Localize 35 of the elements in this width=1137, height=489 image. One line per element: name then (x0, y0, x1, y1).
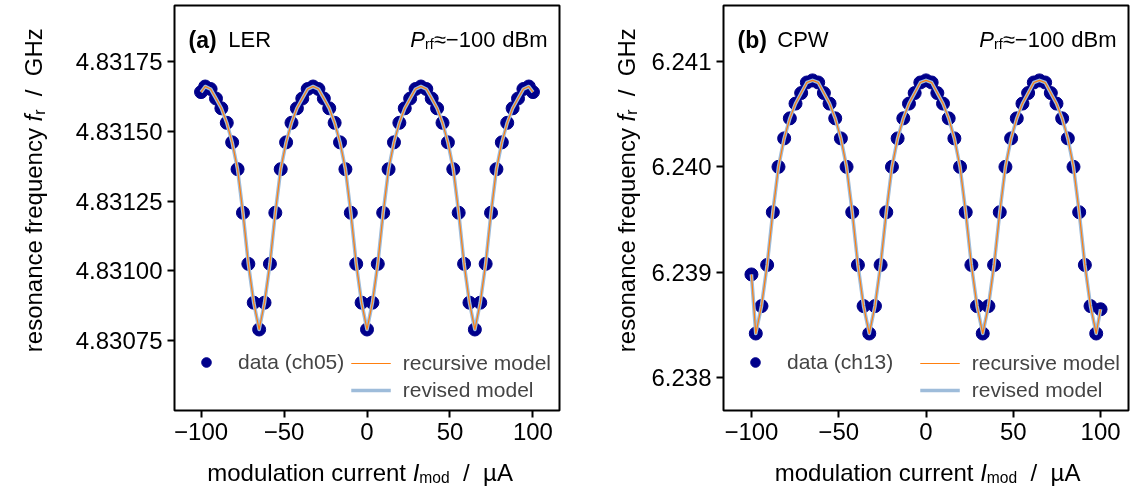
legend-label: data (ch05) (238, 350, 345, 374)
y-tick-label: 4.83150 (75, 117, 163, 145)
annotation: (a) (188, 26, 217, 53)
legend-label: revised model (971, 378, 1103, 402)
annotation: CPW (777, 27, 829, 52)
x-tick-label: −100 (724, 417, 779, 445)
x-tick-label: −100 (174, 417, 229, 445)
y-tick-label: 6.238 (651, 364, 712, 392)
legend-label: data (ch13) (787, 350, 894, 374)
annotation: Prf≈−100 dBm (410, 27, 548, 53)
y-tick-label: 4.83100 (75, 257, 163, 285)
y-axis-title: resonance frequency fr / GHz (612, 28, 641, 353)
legend-label: revised model (402, 378, 534, 402)
x-tick-label: −50 (263, 417, 305, 445)
y-tick-label: 4.83125 (75, 187, 163, 215)
y-tick-label: 4.83175 (75, 47, 163, 75)
x-tick-label: 50 (436, 417, 464, 445)
legend-label: recursive model (971, 351, 1120, 375)
x-axis-title: modulation current Imod / µA (207, 459, 513, 487)
y-tick-label: 6.240 (651, 153, 712, 181)
y-tick-label: 6.241 (651, 47, 712, 75)
x-tick-label: 100 (1080, 417, 1121, 445)
y-axis-title: resonance frequency fr / GHz (20, 28, 48, 353)
annotation: LER (228, 27, 272, 52)
x-axis-title: modulation current Imod / µA (774, 459, 1081, 487)
x-tick-label: −50 (818, 417, 860, 445)
y-tick-label: 4.83075 (75, 327, 163, 355)
x-tick-label: 0 (919, 417, 933, 445)
y-tick-label: 6.239 (651, 258, 712, 286)
x-tick-label: 0 (360, 417, 374, 445)
x-tick-label: 50 (999, 417, 1027, 445)
x-tick-label: 100 (512, 417, 553, 445)
legend-label: recursive model (402, 351, 551, 375)
annotation: Prf≈−100 dBm (979, 27, 1117, 53)
annotation: (b) (737, 26, 767, 53)
